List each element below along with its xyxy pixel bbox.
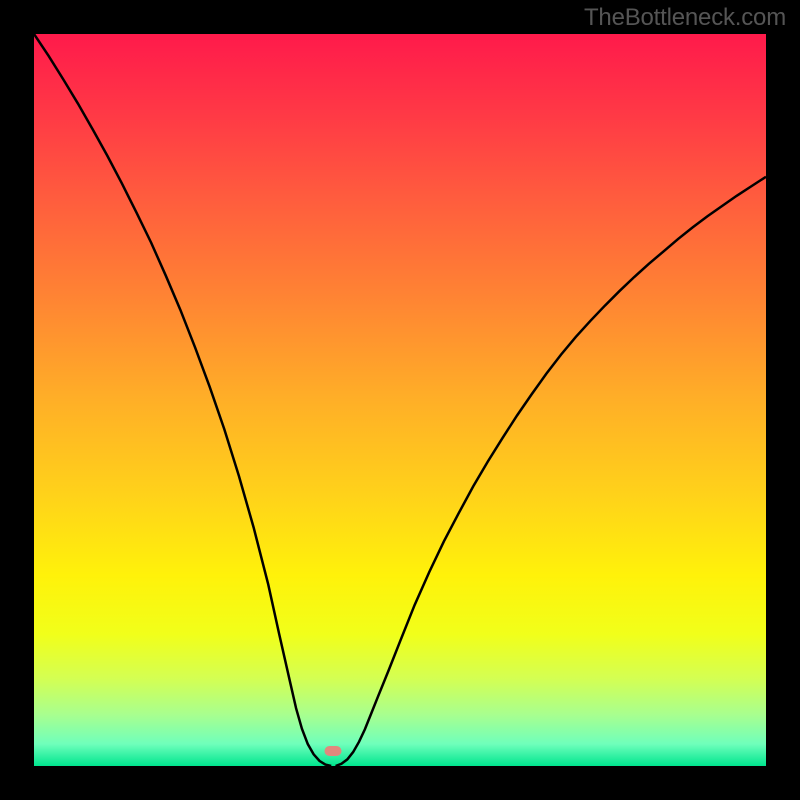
- chart-container: TheBottleneck.com: [0, 0, 800, 800]
- plot-svg: [34, 34, 766, 766]
- background-gradient: [34, 34, 766, 766]
- watermark-text: TheBottleneck.com: [584, 4, 786, 32]
- optimal-point-marker: [324, 746, 341, 756]
